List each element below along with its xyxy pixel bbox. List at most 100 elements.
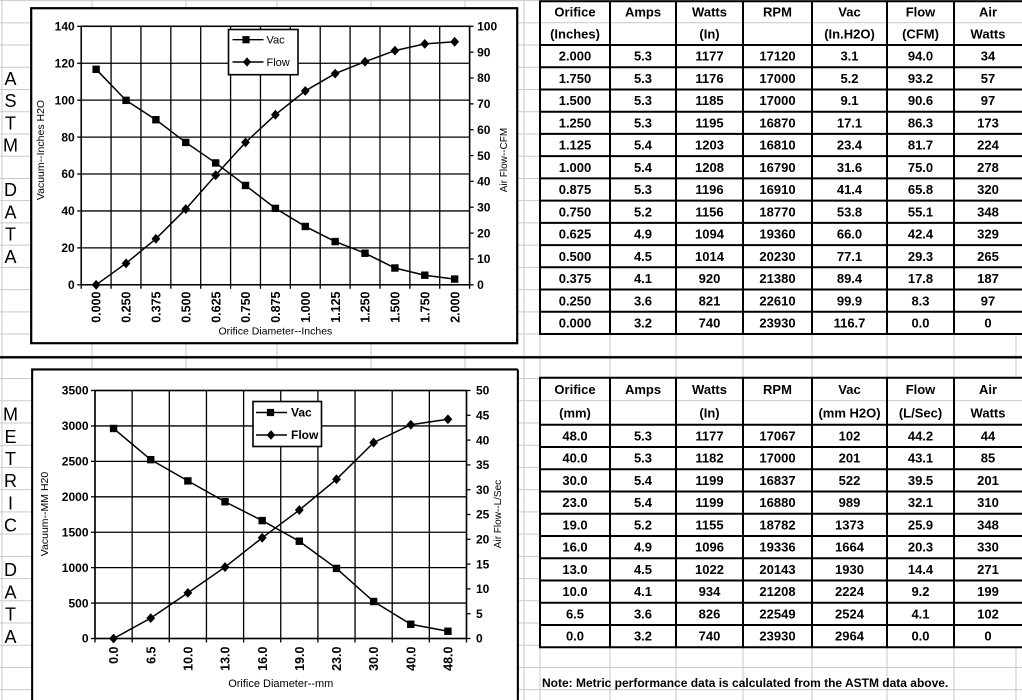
svg-text:1373: 1373 bbox=[835, 517, 864, 532]
svg-text:16880: 16880 bbox=[759, 495, 795, 510]
svg-text:5.3: 5.3 bbox=[634, 428, 652, 443]
svg-text:201: 201 bbox=[839, 451, 861, 466]
svg-text:5.4: 5.4 bbox=[634, 495, 653, 510]
svg-text:85: 85 bbox=[981, 451, 995, 466]
svg-text:35: 35 bbox=[476, 458, 490, 472]
svg-text:(L/Sec): (L/Sec) bbox=[899, 405, 942, 420]
svg-text:522: 522 bbox=[839, 473, 861, 488]
svg-text:17.1: 17.1 bbox=[837, 115, 862, 130]
svg-text:22549: 22549 bbox=[759, 606, 795, 621]
svg-text:(In): (In) bbox=[699, 405, 719, 420]
svg-text:19336: 19336 bbox=[759, 540, 795, 555]
svg-text:1664: 1664 bbox=[835, 540, 865, 555]
svg-text:1096: 1096 bbox=[695, 540, 724, 555]
svg-text:5.4: 5.4 bbox=[634, 138, 653, 153]
svg-text:740: 740 bbox=[699, 629, 721, 644]
svg-text:32.1: 32.1 bbox=[908, 495, 933, 510]
svg-text:4.9: 4.9 bbox=[634, 540, 652, 555]
svg-text:97: 97 bbox=[981, 293, 995, 308]
svg-text:Air: Air bbox=[979, 382, 997, 397]
svg-text:3000: 3000 bbox=[62, 419, 89, 433]
svg-text:22610: 22610 bbox=[759, 293, 795, 308]
svg-text:5.3: 5.3 bbox=[634, 451, 652, 466]
svg-text:25.9: 25.9 bbox=[908, 517, 933, 532]
svg-text:Vacuum--MM H20: Vacuum--MM H20 bbox=[39, 472, 51, 557]
svg-text:16810: 16810 bbox=[759, 138, 795, 153]
svg-text:86.3: 86.3 bbox=[908, 115, 933, 130]
svg-text:53.8: 53.8 bbox=[837, 204, 862, 219]
svg-text:3.6: 3.6 bbox=[634, 606, 652, 621]
svg-text:44: 44 bbox=[981, 428, 996, 443]
svg-text:2000: 2000 bbox=[62, 490, 89, 504]
svg-text:A: A bbox=[4, 247, 16, 267]
svg-text:16.0: 16.0 bbox=[256, 646, 270, 670]
svg-text:A: A bbox=[4, 582, 16, 602]
svg-text:T: T bbox=[5, 605, 16, 625]
svg-text:348: 348 bbox=[977, 204, 999, 219]
svg-text:M: M bbox=[3, 405, 18, 425]
svg-text:0.875: 0.875 bbox=[559, 182, 592, 197]
svg-text:20230: 20230 bbox=[759, 249, 795, 264]
svg-text:1185: 1185 bbox=[695, 93, 723, 108]
svg-text:2524: 2524 bbox=[835, 606, 865, 621]
svg-text:0.875: 0.875 bbox=[269, 291, 283, 322]
svg-text:M: M bbox=[3, 136, 18, 156]
svg-text:320: 320 bbox=[977, 182, 999, 197]
svg-text:90.6: 90.6 bbox=[908, 93, 933, 108]
svg-text:4.1: 4.1 bbox=[634, 271, 652, 286]
svg-text:0.625: 0.625 bbox=[209, 291, 223, 322]
svg-text:10: 10 bbox=[476, 582, 490, 596]
svg-text:19.0: 19.0 bbox=[293, 646, 307, 670]
svg-text:265: 265 bbox=[977, 249, 999, 264]
svg-text:44.2: 44.2 bbox=[908, 428, 933, 443]
svg-text:0.625: 0.625 bbox=[559, 227, 592, 242]
svg-text:5.3: 5.3 bbox=[634, 182, 652, 197]
svg-text:271: 271 bbox=[977, 562, 999, 577]
svg-text:17000: 17000 bbox=[759, 451, 795, 466]
svg-text:826: 826 bbox=[699, 606, 721, 621]
svg-text:18770: 18770 bbox=[759, 204, 795, 219]
svg-text:1930: 1930 bbox=[835, 562, 864, 577]
svg-text:16.0: 16.0 bbox=[562, 540, 587, 555]
svg-text:A: A bbox=[4, 627, 16, 647]
svg-text:60: 60 bbox=[61, 167, 75, 181]
svg-text:1196: 1196 bbox=[695, 182, 723, 197]
svg-text:(Inches): (Inches) bbox=[550, 26, 600, 41]
svg-text:45: 45 bbox=[476, 409, 490, 423]
svg-text:A: A bbox=[4, 69, 16, 89]
svg-text:9.1: 9.1 bbox=[840, 93, 858, 108]
svg-text:Amps: Amps bbox=[625, 4, 661, 19]
svg-text:(mm): (mm) bbox=[559, 405, 591, 420]
svg-text:1177: 1177 bbox=[695, 428, 723, 443]
svg-text:224: 224 bbox=[977, 138, 999, 153]
svg-text:348: 348 bbox=[977, 517, 999, 532]
svg-text:20: 20 bbox=[61, 241, 75, 255]
svg-text:5.2: 5.2 bbox=[840, 71, 858, 86]
svg-text:13.0: 13.0 bbox=[219, 646, 233, 670]
svg-text:(In.H2O): (In.H2O) bbox=[824, 26, 875, 41]
svg-text:5.2: 5.2 bbox=[634, 517, 652, 532]
svg-text:0.0: 0.0 bbox=[911, 629, 929, 644]
svg-text:0.500: 0.500 bbox=[559, 249, 592, 264]
svg-text:20: 20 bbox=[476, 533, 490, 547]
svg-text:17067: 17067 bbox=[759, 428, 795, 443]
svg-text:2.000: 2.000 bbox=[448, 291, 462, 322]
svg-text:17.8: 17.8 bbox=[908, 271, 933, 286]
svg-text:97: 97 bbox=[981, 93, 995, 108]
svg-text:989: 989 bbox=[839, 495, 861, 510]
svg-text:116.7: 116.7 bbox=[834, 315, 866, 330]
svg-text:1022: 1022 bbox=[695, 562, 724, 577]
svg-text:80: 80 bbox=[477, 71, 491, 85]
svg-text:17000: 17000 bbox=[759, 93, 795, 108]
svg-text:1500: 1500 bbox=[62, 525, 89, 539]
svg-text:0.250: 0.250 bbox=[120, 291, 134, 322]
svg-text:329: 329 bbox=[977, 227, 999, 242]
svg-text:75.0: 75.0 bbox=[908, 160, 933, 175]
svg-text:201: 201 bbox=[977, 473, 999, 488]
svg-text:34: 34 bbox=[981, 49, 996, 64]
svg-text:1.000: 1.000 bbox=[559, 160, 592, 175]
svg-text:31.6: 31.6 bbox=[837, 160, 862, 175]
svg-text:740: 740 bbox=[699, 315, 721, 330]
svg-text:Flow: Flow bbox=[906, 4, 936, 19]
svg-text:173: 173 bbox=[977, 115, 999, 130]
